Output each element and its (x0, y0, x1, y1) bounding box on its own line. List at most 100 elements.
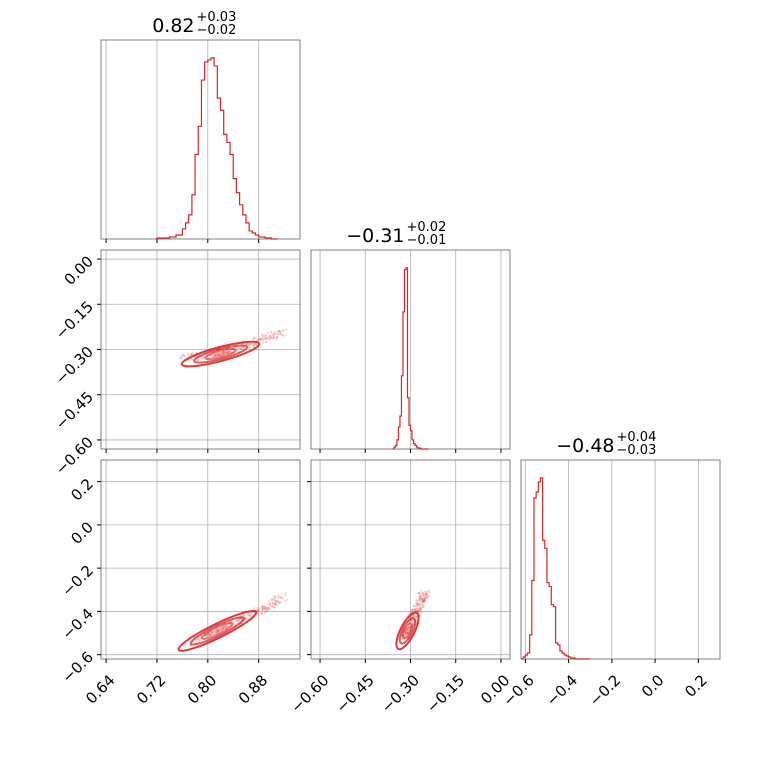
sample-point (405, 631, 408, 634)
sample-point (246, 617, 249, 620)
sample-point (233, 623, 236, 626)
sample-point (260, 333, 264, 337)
sample-point (257, 612, 260, 615)
sample-point (420, 600, 424, 604)
sample-point (263, 605, 267, 608)
sample-point (277, 595, 280, 598)
sample-point (406, 628, 410, 632)
sample-point (417, 610, 420, 613)
sample-point (279, 601, 282, 604)
density-panel-1-0 (179, 328, 288, 368)
sample-point (273, 331, 277, 334)
sample-point (213, 355, 216, 358)
sample-point (250, 612, 253, 615)
panel-2-0 (100, 459, 301, 660)
sample-point (425, 590, 428, 594)
sample-point (179, 355, 182, 358)
sample-point (179, 356, 182, 360)
sample-point (271, 601, 274, 604)
sample-point (424, 593, 428, 596)
title-param-0: 0.82 +0.03−0.02 (152, 10, 236, 38)
sample-point (266, 606, 269, 610)
sample-point (419, 597, 422, 600)
contour-level-2 (204, 347, 237, 361)
sample-point (420, 600, 423, 603)
contour-level-1 (189, 616, 245, 646)
sample-point (223, 351, 227, 354)
sample-point (423, 591, 426, 594)
sample-point (406, 632, 409, 635)
sample-point (277, 593, 280, 596)
sample-point (418, 597, 421, 600)
sample-point (247, 613, 250, 616)
density-panel-2-1 (395, 589, 431, 651)
sample-point (425, 592, 428, 595)
sample-point (419, 595, 422, 598)
sample-point (240, 618, 243, 621)
sample-point (244, 614, 247, 618)
sample-point (262, 342, 265, 345)
sample-point (256, 609, 259, 612)
sample-point (266, 608, 269, 611)
panel-1-1 (310, 249, 511, 450)
x-tick-label-1: −0.15 (423, 671, 468, 716)
sample-point (208, 634, 211, 637)
sample-point (281, 333, 285, 337)
sample-point (275, 338, 278, 341)
sample-point (419, 592, 422, 595)
sample-point (186, 353, 190, 356)
contour-level-0 (180, 340, 261, 368)
sample-point (217, 354, 221, 357)
sample-point (268, 608, 271, 611)
title-lower: −0.03 (617, 443, 657, 458)
sample-point (424, 595, 427, 598)
sample-point (414, 608, 417, 611)
sample-point (251, 613, 254, 616)
sample-point (267, 608, 270, 611)
sample-point (419, 589, 422, 592)
sample-point (258, 607, 261, 610)
sample-point (198, 358, 202, 361)
sample-point (418, 594, 422, 597)
sample-point (260, 337, 263, 341)
sample-point (272, 595, 275, 598)
sample-point (236, 620, 239, 623)
sample-point (272, 336, 276, 339)
title-upper: +0.02 (407, 220, 447, 235)
sample-point (276, 600, 279, 603)
sample-point (275, 335, 279, 338)
sample-point (215, 353, 218, 357)
sample-point (249, 343, 253, 347)
sample-point (268, 336, 271, 339)
sample-point (239, 347, 243, 351)
sample-point (421, 605, 424, 609)
sample-point (190, 352, 193, 356)
sample-point (266, 609, 269, 613)
sample-point (417, 598, 420, 601)
title-upper: +0.04 (617, 430, 657, 445)
sample-point (264, 607, 267, 611)
density-core (404, 626, 411, 636)
sample-point (416, 604, 419, 607)
sample-point (268, 334, 271, 338)
y-tick-label-2: −0.4 (59, 605, 97, 643)
sample-point (259, 339, 262, 342)
sample-point (222, 626, 225, 630)
sample-point (263, 334, 266, 337)
sample-point (239, 614, 242, 617)
sample-point (425, 592, 428, 596)
sample-point (284, 600, 287, 603)
sample-point (195, 638, 199, 641)
sample-point (421, 603, 424, 606)
sample-point (415, 616, 419, 619)
sample-point (270, 336, 273, 339)
sample-point (410, 619, 414, 622)
sample-point (422, 593, 426, 596)
sample-point (420, 603, 424, 606)
sample-point (196, 358, 199, 361)
sample-point (258, 338, 262, 341)
sample-point (408, 626, 411, 629)
x-tick-label-2: −0.2 (586, 671, 624, 709)
sample-point (267, 600, 270, 603)
